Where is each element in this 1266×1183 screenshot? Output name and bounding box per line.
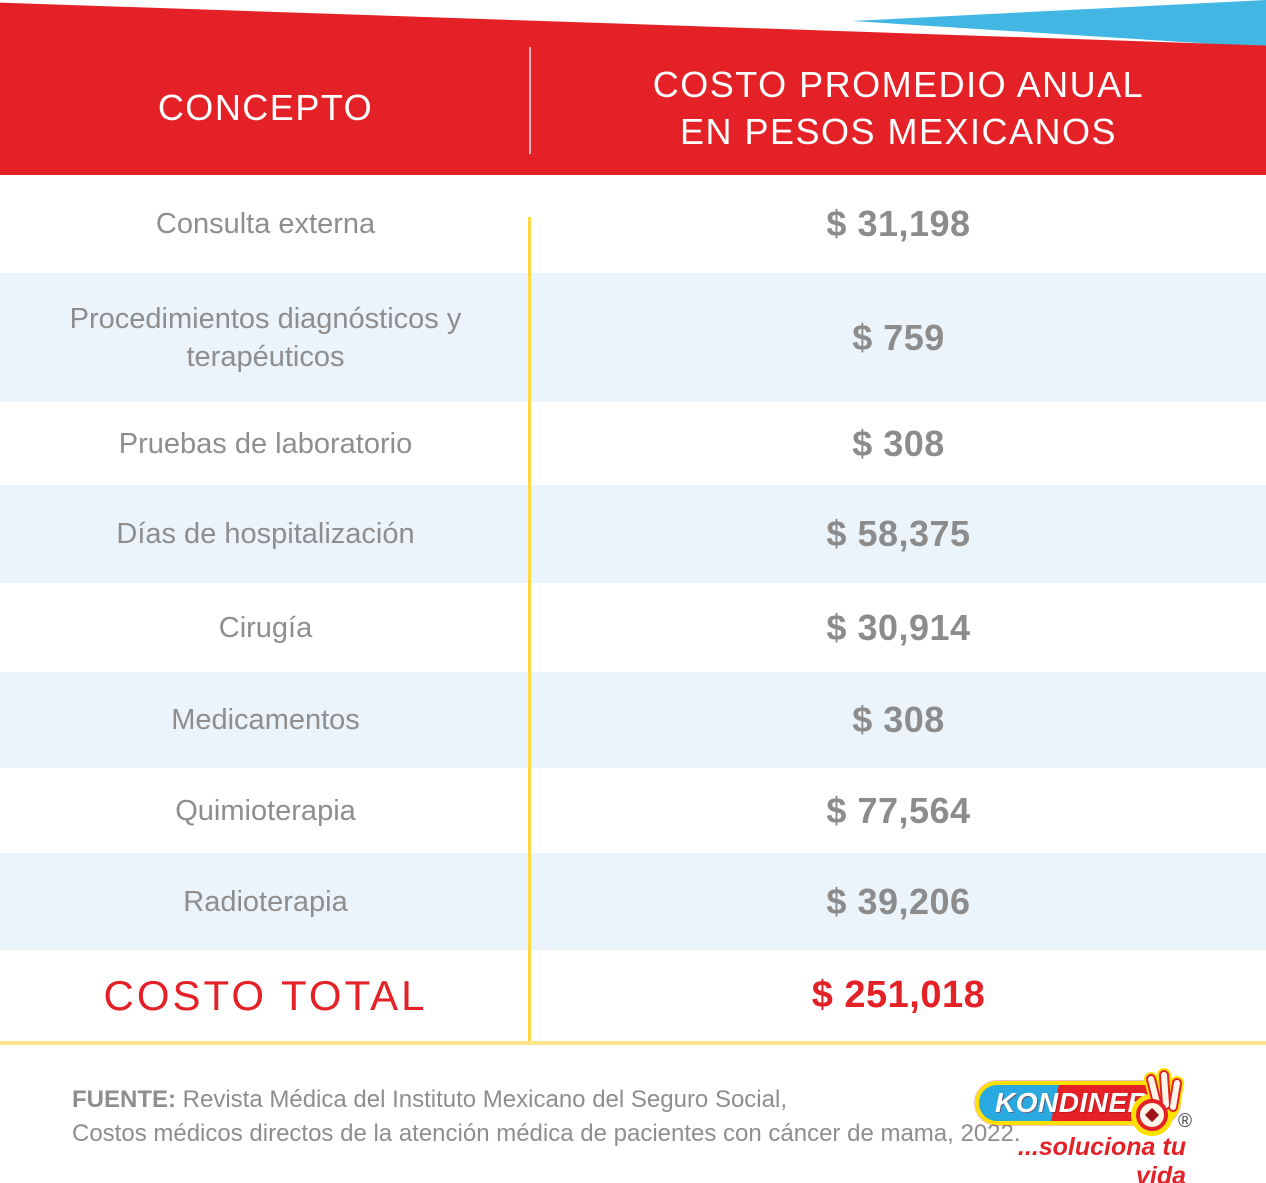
column-title-costo-line2: EN PESOS MEXICANOS bbox=[679, 110, 1118, 152]
source-prefix: FUENTE: bbox=[72, 1086, 176, 1113]
concept-cell: Procedimientos diagnósticos y terapéutic… bbox=[0, 273, 531, 402]
concept-label: Pruebas de laboratorio bbox=[118, 427, 413, 460]
source-text: Revista Médica del Instituto Mexicano de… bbox=[176, 1086, 787, 1113]
column-title-concepto: CONCEPTO bbox=[157, 87, 374, 128]
amount-cell: $ 39,206 bbox=[531, 853, 1266, 950]
source-line2: Costos médicos directos de la atención m… bbox=[72, 1120, 1021, 1147]
ok-hand-icon bbox=[1131, 1068, 1184, 1136]
amount-cell: $ 30,914 bbox=[531, 583, 1266, 672]
concept-label: Días de hospitalización bbox=[116, 518, 415, 550]
amount-cell: $ 308 bbox=[531, 672, 1266, 768]
concept-label: Cirugía bbox=[218, 611, 313, 644]
header-divider bbox=[529, 47, 531, 154]
horizontal-rule bbox=[0, 1041, 1266, 1045]
concept-label: Procedimientos diagnósticos y terapéutic… bbox=[69, 302, 462, 373]
amount-value: $ 58,375 bbox=[826, 513, 971, 554]
amount-value: $ 31,198 bbox=[826, 203, 971, 244]
amount-value: $ 308 bbox=[852, 699, 945, 740]
amount-value: $ 39,206 bbox=[826, 880, 971, 922]
column-title-costo-line1: COSTO PROMEDIO ANUAL bbox=[652, 63, 1145, 105]
total-row: COSTO TOTAL $ 251,018 bbox=[0, 950, 1266, 1041]
amount-value: $ 77,564 bbox=[826, 789, 971, 831]
amount-cell: $ 31,198 bbox=[531, 175, 1266, 273]
table-row: Cirugía $ 30,914 bbox=[0, 583, 1266, 672]
table-row: Días de hospitalización $ 58,375 bbox=[0, 485, 1266, 583]
concept-label: Radioterapia bbox=[183, 885, 348, 918]
total-label: COSTO TOTAL bbox=[103, 971, 428, 1019]
footer: FUENTE: Revista Médica del Instituto Mex… bbox=[0, 1045, 1266, 1183]
amount-cell: $ 308 bbox=[531, 402, 1266, 485]
source-line1: FUENTE: Revista Médica del Instituto Mex… bbox=[72, 1083, 1021, 1117]
logo-pill: KONDINERO bbox=[975, 1068, 1192, 1136]
total-label-cell: COSTO TOTAL bbox=[0, 950, 531, 1041]
concept-label: Medicamentos bbox=[171, 704, 360, 736]
concept-label: Consulta externa bbox=[155, 208, 376, 240]
concept-cell: Quimioterapia bbox=[0, 768, 531, 853]
source-note: FUENTE: Revista Médica del Instituto Mex… bbox=[72, 1083, 1021, 1151]
concept-cell: Radioterapia bbox=[0, 853, 531, 950]
concept-cell: Medicamentos bbox=[0, 672, 531, 768]
table-row: Radioterapia $ 39,206 bbox=[0, 853, 1266, 950]
concept-label: Quimioterapia bbox=[175, 794, 356, 827]
amount-value: $ 30,914 bbox=[826, 606, 971, 648]
amount-cell: $ 759 bbox=[531, 273, 1266, 402]
header-content: CONCEPTO COSTO PROMEDIO ANUAL EN PESOS M… bbox=[0, 40, 1266, 175]
table-row: Medicamentos $ 308 bbox=[0, 672, 1266, 768]
concept-cell: Cirugía bbox=[0, 583, 531, 672]
amount-cell: $ 77,564 bbox=[531, 768, 1266, 853]
total-amount-cell: $ 251,018 bbox=[531, 950, 1266, 1041]
amount-value: $ 308 bbox=[852, 422, 945, 464]
header-cell-concepto: CONCEPTO bbox=[0, 40, 531, 175]
table-row: Pruebas de laboratorio $ 308 bbox=[0, 402, 1266, 485]
vertical-divider-line bbox=[528, 217, 531, 1041]
logo-tagline: ...soluciona tu vida bbox=[1017, 1133, 1186, 1183]
table-row: Consulta externa $ 31,198 bbox=[0, 175, 1266, 273]
concept-cell: Días de hospitalización bbox=[0, 485, 531, 583]
header-cell-costo: COSTO PROMEDIO ANUAL EN PESOS MEXICANOS bbox=[531, 40, 1266, 175]
table-row: Procedimientos diagnósticos y terapéutic… bbox=[0, 273, 1266, 402]
total-amount: $ 251,018 bbox=[811, 974, 986, 1016]
amount-value: $ 759 bbox=[852, 316, 945, 358]
table-row: Quimioterapia $ 77,564 bbox=[0, 768, 1266, 853]
concept-cell: Consulta externa bbox=[0, 175, 531, 273]
concept-cell: Pruebas de laboratorio bbox=[0, 402, 531, 485]
kondinero-logo: KONDINERO bbox=[975, 1068, 1200, 1183]
amount-cell: $ 58,375 bbox=[531, 485, 1266, 583]
table-header: CONCEPTO COSTO PROMEDIO ANUAL EN PESOS M… bbox=[0, 0, 1266, 175]
registered-mark: ® bbox=[1178, 1111, 1192, 1132]
